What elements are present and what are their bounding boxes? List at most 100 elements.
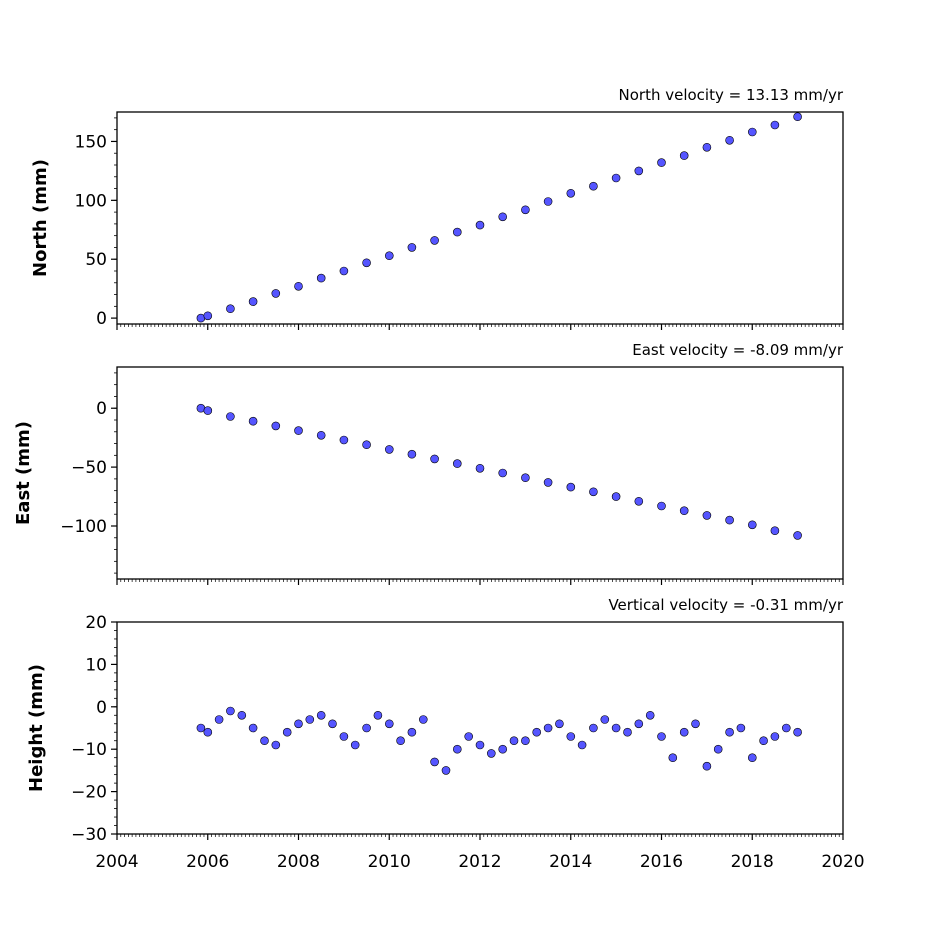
height-y-tick-label: −10 bbox=[71, 740, 107, 760]
height-data-point bbox=[384, 719, 394, 729]
height-y-tick-label: −30 bbox=[71, 825, 107, 845]
east-data-point bbox=[248, 416, 258, 426]
height-x-tick-label: 2012 bbox=[458, 852, 501, 872]
east-data-point bbox=[770, 526, 780, 536]
height-y-tick-label: −20 bbox=[71, 783, 107, 803]
east-data-point bbox=[430, 454, 439, 464]
height-data-point bbox=[645, 710, 655, 720]
height-y-tick-label: 10 bbox=[85, 655, 107, 675]
north-panel-title: North velocity = 13.13 mm/yr bbox=[619, 86, 844, 104]
height-data-point bbox=[430, 757, 439, 767]
east-data-point bbox=[316, 430, 326, 440]
height-data-point bbox=[657, 732, 666, 741]
east-data-point bbox=[702, 511, 712, 520]
height-y-tick-label: 20 bbox=[85, 613, 107, 633]
height-x-tick-label: 2010 bbox=[368, 852, 411, 872]
north-data-point bbox=[566, 189, 576, 198]
east-data-point bbox=[634, 496, 644, 506]
height-data-point bbox=[237, 710, 247, 720]
height-data-point bbox=[407, 727, 417, 737]
east-data-point bbox=[407, 449, 417, 459]
height-x-tick-label: 2004 bbox=[95, 852, 138, 872]
north-data-point bbox=[203, 311, 213, 321]
north-data-point bbox=[271, 289, 281, 298]
height-data-point bbox=[543, 723, 553, 733]
height-data-point bbox=[668, 753, 678, 763]
north-data-point bbox=[407, 243, 417, 252]
height-data-point bbox=[328, 719, 337, 729]
height-y-tick-label: 0 bbox=[96, 698, 107, 718]
north-data-point bbox=[657, 158, 666, 167]
height-data-point bbox=[452, 744, 462, 754]
east-y-tick-label: −50 bbox=[71, 458, 107, 478]
east-y-axis-label: East (mm) bbox=[13, 421, 34, 525]
north-data-point bbox=[611, 173, 621, 183]
height-data-point bbox=[577, 740, 587, 750]
height-data-point bbox=[316, 710, 326, 720]
east-y-ticks: 0 −50 −100 bbox=[60, 372, 117, 574]
height-data-point bbox=[373, 710, 383, 720]
north-data-point bbox=[793, 112, 802, 121]
east-data-point bbox=[226, 412, 235, 421]
north-data-point bbox=[430, 236, 439, 245]
height-data-point bbox=[305, 715, 315, 724]
panel-height: Vertical velocity = -0.31 mm/yr 20100−10… bbox=[26, 596, 865, 872]
height-data-point bbox=[623, 727, 632, 737]
height-data-point bbox=[600, 715, 610, 724]
panel-north: North velocity = 13.13 mm/yr 0 50 100 150 N… bbox=[30, 86, 844, 330]
height-data-point bbox=[226, 706, 235, 716]
height-data-point bbox=[759, 736, 768, 746]
height-y-ticks: 20 10 0 −10 −20 −30 bbox=[71, 613, 117, 845]
height-data-point bbox=[781, 723, 791, 733]
height-x-tick-label: 2006 bbox=[186, 852, 229, 872]
north-data-point bbox=[248, 297, 258, 306]
height-x-tick-label: 2018 bbox=[731, 852, 774, 872]
height-panel-title: Vertical velocity = -0.31 mm/yr bbox=[608, 596, 843, 614]
height-data-point bbox=[350, 740, 360, 750]
height-data-point bbox=[282, 727, 292, 737]
north-y-ticks: 0 50 100 150 bbox=[75, 117, 117, 329]
north-y-axis-label: North (mm) bbox=[30, 159, 51, 277]
north-data-point bbox=[384, 251, 394, 260]
north-data-point bbox=[498, 212, 508, 222]
height-data-point bbox=[214, 715, 224, 724]
height-data-point bbox=[770, 732, 780, 741]
east-data-point bbox=[498, 468, 508, 478]
east-y-tick-label: 0 bbox=[96, 399, 107, 419]
height-data-point bbox=[441, 766, 451, 775]
height-data-point bbox=[566, 732, 576, 741]
east-data-point bbox=[747, 520, 757, 530]
height-data-point bbox=[362, 723, 371, 733]
height-data-point bbox=[248, 723, 258, 733]
north-y-tick-label: 0 bbox=[96, 309, 107, 329]
east-data-point bbox=[657, 501, 666, 511]
east-data-point bbox=[589, 487, 598, 497]
height-data-point bbox=[509, 736, 519, 746]
east-data-point bbox=[725, 515, 734, 525]
height-data-point bbox=[486, 749, 496, 758]
east-data-point bbox=[611, 492, 621, 501]
height-points bbox=[196, 706, 802, 775]
east-data-point bbox=[521, 473, 530, 483]
east-data-point bbox=[566, 482, 576, 492]
height-data-point bbox=[521, 736, 530, 746]
height-data-point bbox=[691, 719, 700, 729]
height-x-ticks: 2004 2006 2008 2010 2012 2014 2016 2018 2020 bbox=[95, 834, 865, 872]
height-x-tick-label: 2020 bbox=[821, 852, 864, 872]
north-data-point bbox=[475, 220, 485, 230]
east-data-point bbox=[679, 506, 689, 516]
east-data-point bbox=[271, 421, 281, 431]
east-data-point bbox=[384, 445, 394, 454]
east-panel-title: East velocity = -8.09 mm/yr bbox=[632, 341, 844, 359]
east-data-point bbox=[362, 440, 371, 450]
north-data-point bbox=[316, 273, 326, 283]
north-data-point bbox=[362, 258, 371, 268]
height-x-tick-label: 2008 bbox=[277, 852, 320, 872]
height-data-point bbox=[464, 732, 474, 741]
north-data-point bbox=[294, 281, 303, 291]
north-data-point bbox=[679, 151, 689, 160]
north-data-point bbox=[702, 143, 712, 152]
height-data-point bbox=[396, 736, 405, 746]
